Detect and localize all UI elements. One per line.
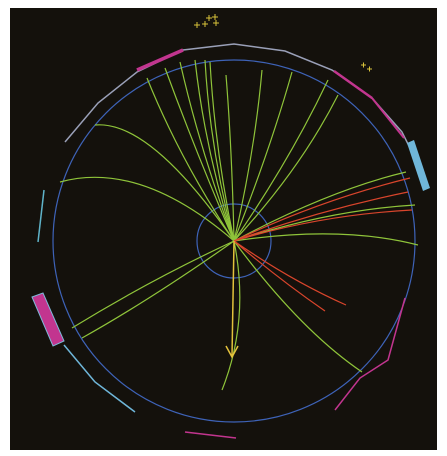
track [146,77,235,242]
arrow-shaft [231,240,235,357]
energy-deposit [407,140,430,191]
track [164,67,235,242]
track [94,124,235,242]
track [221,240,241,391]
tracks [59,59,419,391]
track [233,191,409,242]
track [233,240,363,373]
energy-deposit [184,431,237,439]
energy-deposit [334,297,406,411]
track [233,71,293,242]
track [233,233,419,246]
track [194,59,235,242]
outer-circle [52,59,416,423]
track [179,61,235,242]
background [10,8,437,450]
markers [194,14,372,72]
energy-deposit [31,292,65,347]
energy-deposit [136,48,184,72]
energy-deposit [371,97,405,139]
track [233,240,347,306]
track [233,69,263,242]
track [81,240,235,339]
energy-deposit [333,69,373,100]
track [233,94,339,242]
outer-segment [37,189,45,243]
track [233,209,413,242]
track [59,176,235,242]
red-tracks [233,177,413,312]
arrow [225,240,239,359]
track [233,79,329,242]
track [209,61,235,242]
outer-segments [64,43,423,173]
track [233,171,407,242]
track [233,177,411,242]
track [204,59,235,242]
arrow-head [225,345,239,359]
track [71,240,235,329]
hit-markers [194,14,372,72]
track [225,74,235,242]
outer-segments [63,344,136,413]
track [233,240,326,312]
